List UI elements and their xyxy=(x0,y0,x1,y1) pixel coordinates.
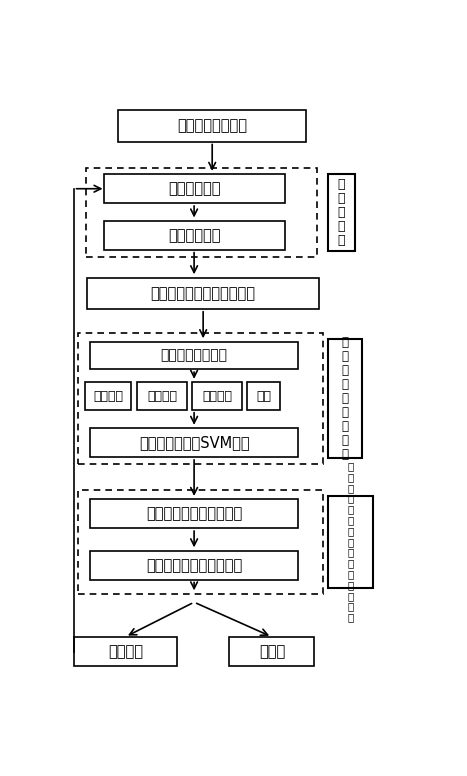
Text: 基于几何的植被结果优化: 基于几何的植被结果优化 xyxy=(146,506,242,521)
Text: 非植被点: 非植被点 xyxy=(108,644,143,660)
Text: 基于概率密度的点云预分割: 基于概率密度的点云预分割 xyxy=(151,286,255,301)
Bar xyxy=(328,175,355,251)
Text: 辐射特征: 辐射特征 xyxy=(147,390,177,403)
Bar xyxy=(90,341,298,369)
Bar xyxy=(90,428,298,457)
Text: 几何特征: 几何特征 xyxy=(93,390,123,403)
Text: 机载激光点云数据: 机载激光点云数据 xyxy=(177,119,247,133)
Text: 回波特征: 回波特征 xyxy=(202,390,232,403)
Text: 基
于
先
验
知
识
的
植
被
提
取
结
果
优
化: 基 于 先 验 知 识 的 植 被 提 取 结 果 优 化 xyxy=(347,461,354,622)
Bar xyxy=(90,500,298,528)
Bar xyxy=(137,383,187,410)
Text: 基于语义的植被结果优化: 基于语义的植被结果优化 xyxy=(146,558,242,573)
Bar xyxy=(229,637,314,666)
Text: 分割单元特征计算: 分割单元特征计算 xyxy=(161,348,227,362)
Text: 植被点: 植被点 xyxy=(259,644,285,660)
Text: 基
于
分
割
单
元
的
分
类: 基 于 分 割 单 元 的 分 类 xyxy=(342,336,349,461)
Bar xyxy=(87,278,319,309)
Bar xyxy=(78,490,323,594)
Bar xyxy=(78,334,323,463)
Bar xyxy=(328,496,373,588)
Bar xyxy=(104,175,284,203)
Bar xyxy=(90,551,298,580)
Bar xyxy=(104,221,284,250)
Bar xyxy=(85,383,131,410)
Text: 点
云
预
处
理: 点 云 预 处 理 xyxy=(338,178,345,247)
Bar xyxy=(118,110,306,141)
Bar xyxy=(74,637,177,666)
Bar xyxy=(85,168,317,257)
Text: 基于分割单元的SVM分类: 基于分割单元的SVM分类 xyxy=(139,435,249,450)
Text: 噪声点的处理: 噪声点的处理 xyxy=(168,228,220,243)
Bar xyxy=(248,383,280,410)
Text: 离群点的处理: 离群点的处理 xyxy=(168,182,220,196)
Text: 其他: 其他 xyxy=(256,390,271,403)
Bar xyxy=(192,383,242,410)
Bar xyxy=(328,339,362,458)
